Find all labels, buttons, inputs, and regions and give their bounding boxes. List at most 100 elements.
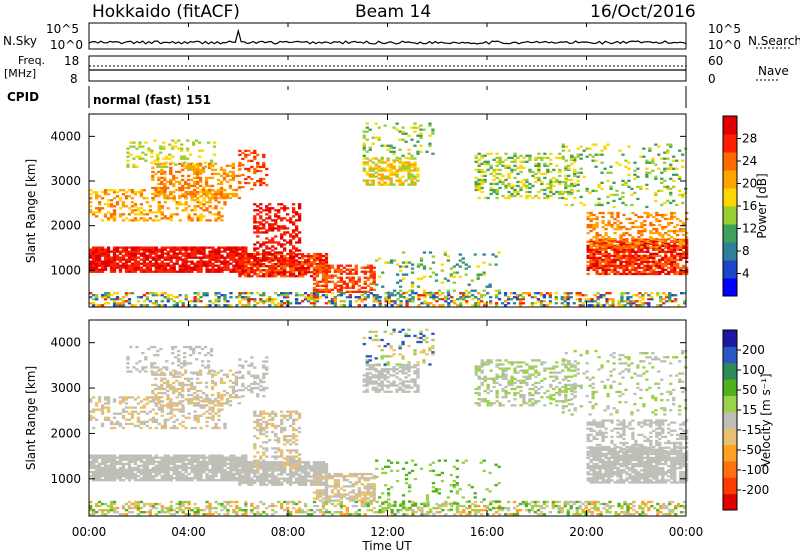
range-gate-cell [151,187,154,189]
range-gate-cell [659,298,662,300]
range-gate-cell [652,241,655,243]
range-gate-cell [134,246,137,248]
range-gate-cell [128,259,131,261]
range-gate-cell [501,161,504,163]
range-gate-cell [259,178,262,180]
range-gate-cell [411,271,414,273]
range-gate-cell [238,252,241,254]
range-gate-cell [277,203,280,205]
range-gate-cell [190,191,193,193]
range-gate-cell [366,171,369,173]
range-gate-cell [190,250,193,252]
range-gate-cell [149,477,152,479]
range-gate-cell [316,257,319,259]
range-gate-cell [167,269,170,271]
range-gate-cell [247,296,250,298]
range-gate-cell [670,269,673,271]
range-gate-cell [244,263,247,265]
range-gate-cell [92,248,95,250]
range-gate-cell [140,479,143,481]
range-gate-cell [202,171,205,173]
range-gate-cell [193,269,196,271]
range-gate-cell [664,255,667,257]
range-gate-cell [612,200,615,202]
range-gate-cell [161,475,164,477]
range-gate-cell [420,263,423,265]
range-gate-cell [185,267,188,269]
range-gate-cell [316,285,319,287]
range-gate-cell [163,189,166,191]
range-gate-cell [220,294,223,296]
range-gate-cell [389,169,392,171]
range-gate-cell [639,186,642,188]
range-gate-cell [235,473,238,475]
range-gate-cell [654,192,657,194]
range-gate-cell [241,477,244,479]
range-gate-cell [471,298,474,300]
range-gate-cell [295,275,298,277]
range-gate-cell [366,179,369,181]
range-gate-cell [217,259,220,261]
range-gate-cell [498,179,501,181]
range-gate-cell [301,271,304,273]
range-gate-cell [658,265,661,267]
range-gate-cell [160,171,163,173]
range-gate-cell [183,166,186,168]
range-gate-cell [220,195,223,197]
range-gate-cell [325,255,328,257]
range-gate-cell [113,461,116,463]
range-gate-cell [666,200,669,202]
range-gate-cell [125,300,128,302]
range-gate-cell [417,296,420,298]
range-gate-cell [232,167,235,169]
range-gate-cell [369,175,372,177]
range-gate-cell [608,298,611,300]
range-gate-cell [487,169,490,171]
range-gate-cell [477,273,480,275]
range-gate-cell [131,201,134,203]
range-gate-cell [673,241,676,243]
range-gate-cell [295,225,298,227]
range-gate-cell [628,222,631,224]
range-gate-cell [475,187,478,189]
range-gate-cell [247,269,250,271]
range-gate-cell [250,160,253,162]
range-gate-cell [164,463,167,465]
range-gate-cell [187,175,190,177]
range-gate-cell [259,223,262,225]
range-gate-cell [337,265,340,267]
range-gate-cell [208,265,211,267]
range-gate-cell [220,207,223,209]
range-gate-cell [185,465,188,467]
range-gate-cell [613,257,616,259]
range-gate-cell [286,473,289,475]
range-gate-cell [283,296,286,298]
range-gate-cell [672,174,675,176]
range-gate-cell [208,304,211,306]
range-gate-cell [256,209,259,211]
range-gate-cell [223,298,226,300]
range-gate-cell [220,193,223,195]
range-gate-cell [152,475,155,477]
range-gate-cell [259,207,262,209]
range-gate-cell [155,259,158,261]
range-gate-cell [459,276,462,278]
range-gate-cell [125,195,128,197]
range-gate-cell [598,243,601,245]
range-gate-cell [238,169,241,171]
range-gate-cell [208,259,211,261]
range-gate-cell [637,226,640,228]
colorbar-tick-label: 28 [742,132,757,146]
range-gate-cell [669,168,672,170]
range-gate-cell [513,177,516,179]
range-gate-cell [199,259,202,261]
range-gate-cell [413,163,416,165]
range-gate-cell [265,484,268,486]
range-gate-cell [122,300,125,302]
range-gate-cell [389,165,392,167]
range-gate-cell [202,265,205,267]
range-gate-cell [668,292,671,294]
range-gate-cell [489,165,492,167]
colorbar-swatch [723,134,737,153]
range-gate-cell [319,285,322,287]
